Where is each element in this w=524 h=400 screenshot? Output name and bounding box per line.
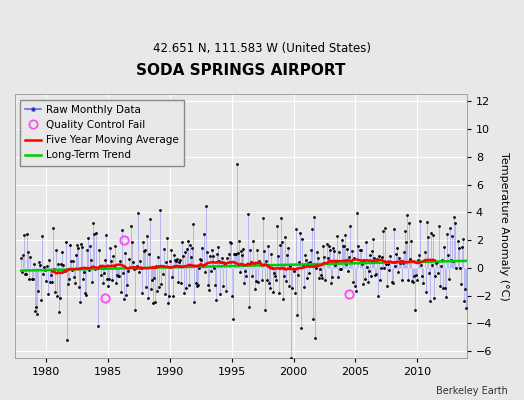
Y-axis label: Temperature Anomaly (°C): Temperature Anomaly (°C) [499, 152, 509, 300]
Text: Berkeley Earth: Berkeley Earth [436, 386, 508, 396]
Title: SODA SPRINGS AIRPORT: SODA SPRINGS AIRPORT [136, 63, 346, 78]
Text: 42.651 N, 111.583 W (United States): 42.651 N, 111.583 W (United States) [153, 42, 371, 55]
Legend: Raw Monthly Data, Quality Control Fail, Five Year Moving Average, Long-Term Tren: Raw Monthly Data, Quality Control Fail, … [20, 100, 184, 166]
